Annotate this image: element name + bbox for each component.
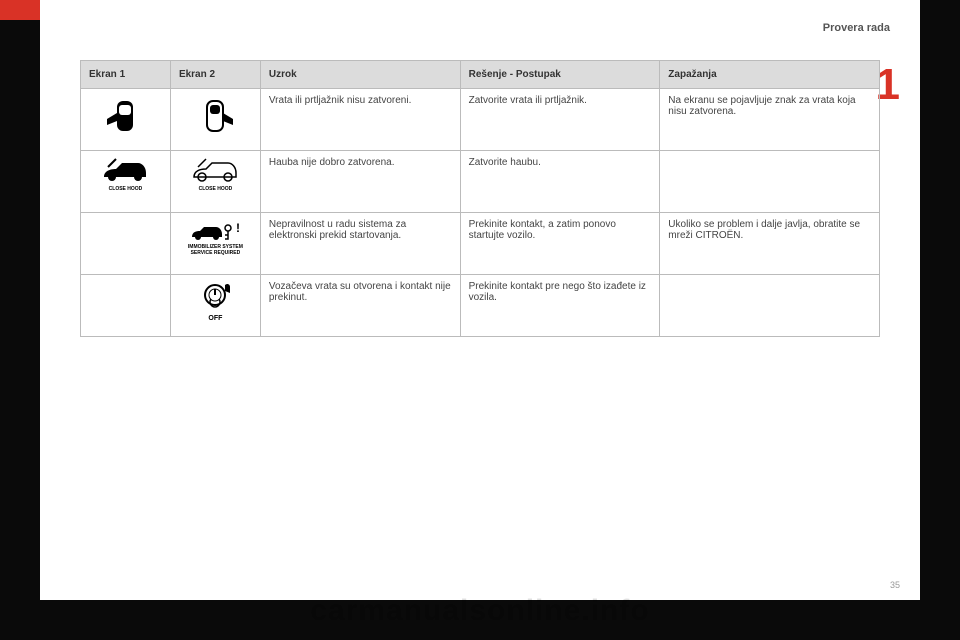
icon-caption: IMMOBILIZER SYSTEM SERVICE REQUIRED <box>179 245 252 256</box>
cell-resenje: Prekinite kontakt, a zatim ponovo startu… <box>460 213 660 275</box>
cell-zapazanja: Ukoliko se problem i dalje javlja, obrat… <box>660 213 880 275</box>
cell-zapazanja <box>660 151 880 213</box>
car-top-door-open-right-icon <box>194 95 236 137</box>
svg-text:!: ! <box>236 221 240 235</box>
cell-ekran2 <box>170 89 260 151</box>
table-row: OFF Vozačeva vrata su otvorena i kontakt… <box>81 275 880 337</box>
cell-ekran1 <box>81 213 171 275</box>
car-key-warn-icon: ! <box>190 219 240 243</box>
cell-ekran2: OFF <box>170 275 260 337</box>
table-row: CLOSE HOOD CLOSE HOOD Hauba nije dobro z… <box>81 151 880 213</box>
col-header-ekran1: Ekran 1 <box>81 61 171 89</box>
warning-table: Ekran 1 Ekran 2 Uzrok Rešenje - Postupak… <box>80 60 880 337</box>
cell-ekran1 <box>81 275 171 337</box>
cell-resenje: Zatvorite haubu. <box>460 151 660 213</box>
cell-zapazanja <box>660 275 880 337</box>
red-side-tab <box>0 0 40 20</box>
cell-uzrok: Vozačeva vrata su otvorena i kontakt nij… <box>260 275 460 337</box>
col-header-ekran2: Ekran 2 <box>170 61 260 89</box>
cell-uzrok: Nepravilnost u radu sistema za elektrons… <box>260 213 460 275</box>
power-off-finger-icon <box>197 281 233 313</box>
cell-ekran2: CLOSE HOOD <box>170 151 260 213</box>
icon-caption: CLOSE HOOD <box>179 187 252 193</box>
icon-caption: CLOSE HOOD <box>89 187 162 193</box>
section-label: Provera rada <box>823 22 890 34</box>
col-header-resenje: Rešenje - Postupak <box>460 61 660 89</box>
col-header-zapazanja: Zapažanja <box>660 61 880 89</box>
cell-zapazanja: Na ekranu se pojavljuje znak za vrata ko… <box>660 89 880 151</box>
table-row: Vrata ili prtljažnik nisu zatvoreni. Zat… <box>81 89 880 151</box>
col-header-uzrok: Uzrok <box>260 61 460 89</box>
icon-caption: OFF <box>179 315 252 323</box>
car-top-door-open-left-icon <box>104 95 146 137</box>
cell-resenje: Zatvorite vrata ili prtljažnik. <box>460 89 660 151</box>
cell-ekran1: CLOSE HOOD <box>81 151 171 213</box>
cell-ekran2: ! IMMOBILIZER SYSTEM SERVICE REQUIRED <box>170 213 260 275</box>
page: Provera rada 1 Ekran 1 Ekran 2 Uzrok Reš… <box>40 0 920 600</box>
cell-uzrok: Vrata ili prtljažnik nisu zatvoreni. <box>260 89 460 151</box>
page-number: 35 <box>890 580 900 590</box>
cell-resenje: Prekinite kontakt pre nego što izađete i… <box>460 275 660 337</box>
table-row: ! IMMOBILIZER SYSTEM SERVICE REQUIRED Ne… <box>81 213 880 275</box>
cell-ekran1 <box>81 89 171 151</box>
car-side-hood-solid-icon <box>100 157 150 185</box>
table-header-row: Ekran 1 Ekran 2 Uzrok Rešenje - Postupak… <box>81 61 880 89</box>
car-side-hood-outline-icon <box>190 157 240 185</box>
cell-uzrok: Hauba nije dobro zatvorena. <box>260 151 460 213</box>
